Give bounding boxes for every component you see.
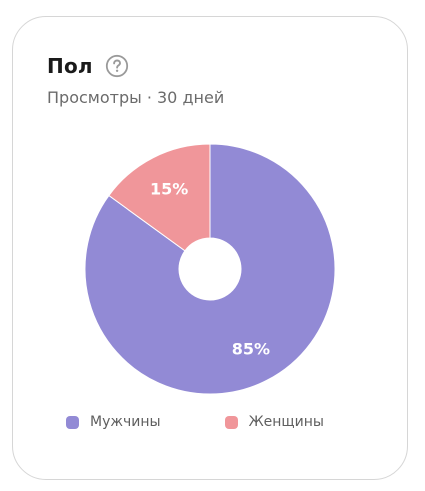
legend-label: Мужчины — [90, 414, 161, 430]
slice-label-female: 15% — [150, 179, 188, 198]
legend-swatch — [66, 415, 79, 429]
question-circle-icon[interactable] — [105, 54, 129, 78]
gender-card: Пол Просмотры · 30 дней — [12, 16, 408, 480]
chart-legend: Мужчины Женщины — [66, 414, 324, 430]
legend-item-female[interactable]: Женщины — [224, 414, 324, 430]
legend-item-male[interactable]: Мужчины — [66, 414, 161, 430]
card-header: Пол — [47, 51, 129, 81]
card-subtitle: Просмотры · 30 дней — [47, 88, 225, 107]
gender-donut-chart: 85% 15% — [84, 143, 336, 395]
slice-female[interactable] — [108, 143, 211, 252]
legend-swatch — [224, 415, 238, 429]
card-title: Пол — [47, 54, 93, 78]
legend-label: Женщины — [248, 414, 324, 430]
slice-male[interactable] — [84, 143, 336, 395]
slice-label-male: 85% — [232, 340, 270, 359]
